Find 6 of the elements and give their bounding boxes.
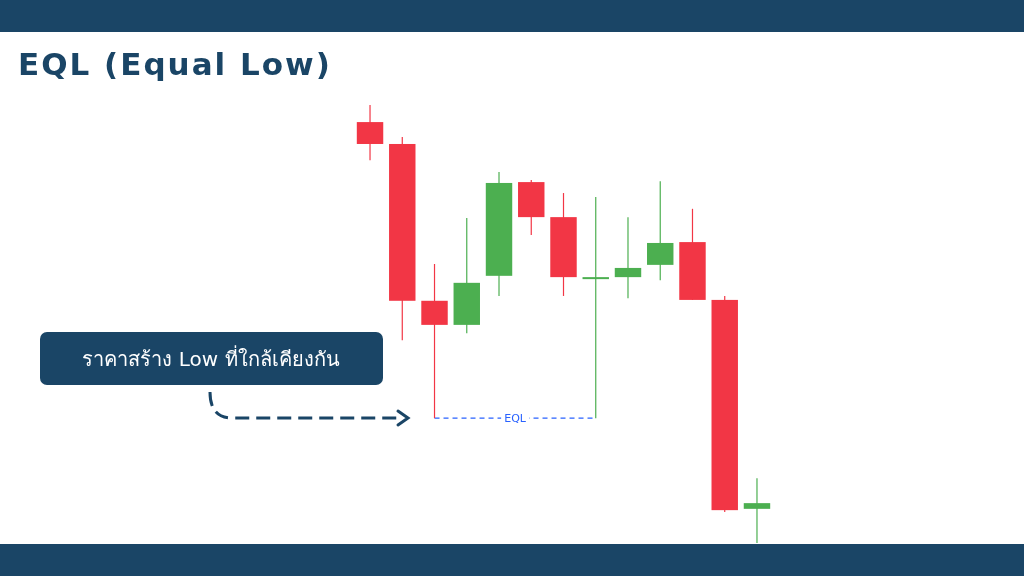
chart-title: EQL (Equal Low): [18, 46, 332, 82]
candlestick: [582, 196, 609, 419]
ref-line-label: EQL: [504, 412, 527, 426]
candlestick: [614, 216, 642, 299]
candlestick: [743, 477, 771, 544]
text: ราคาสร้าง Low ที่ใกล้เคียงกัน: [82, 345, 340, 371]
